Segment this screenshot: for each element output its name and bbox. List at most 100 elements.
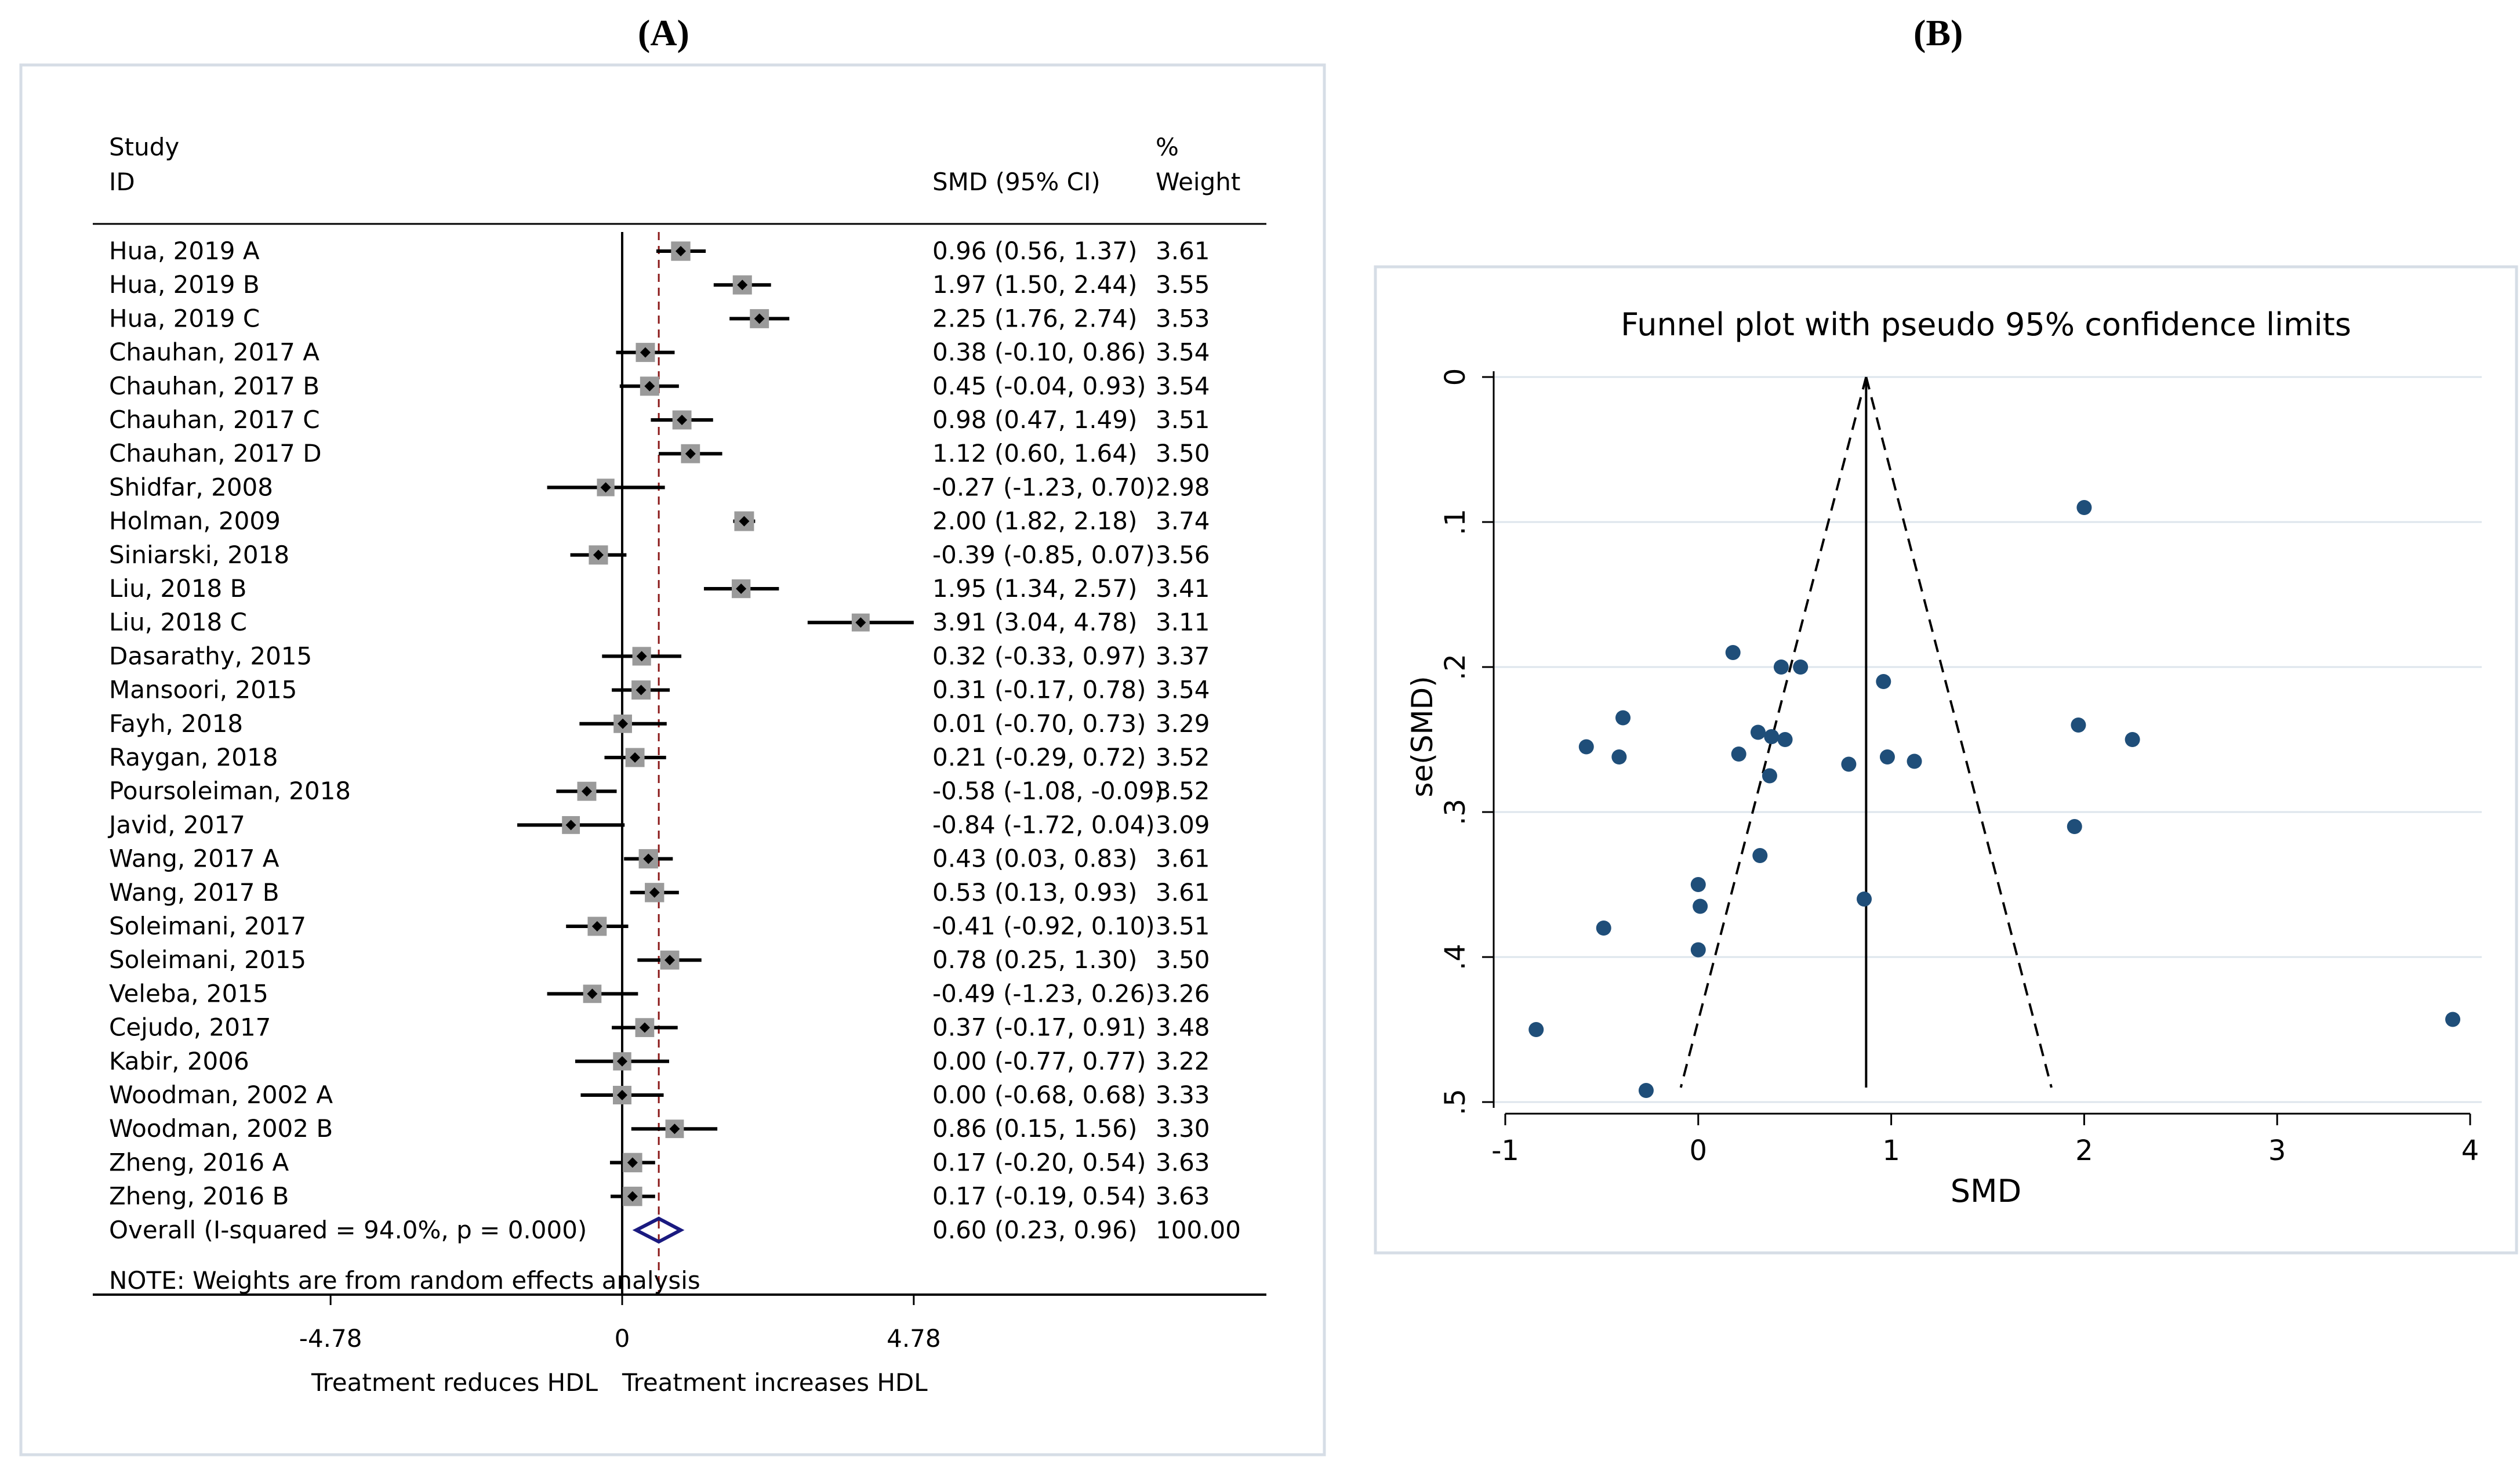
study-label: Soleimani, 2015 [109, 945, 306, 974]
study-weight: 3.55 [1156, 270, 1210, 299]
funnel-point [1615, 710, 1631, 726]
study-weight: 3.61 [1156, 878, 1210, 907]
funnel-point [2067, 819, 2082, 834]
forest-x-tick-label: 0 [615, 1324, 630, 1353]
funnel-point [1857, 892, 1872, 907]
study-point [636, 684, 647, 695]
study-weight: 3.30 [1156, 1114, 1210, 1143]
study-weight: 3.54 [1156, 338, 1210, 367]
header-id: ID [109, 168, 135, 196]
study-smd-ci: 0.17 (-0.19, 0.54) [932, 1182, 1146, 1211]
study-point [644, 381, 655, 392]
study-weight: 3.51 [1156, 912, 1210, 940]
study-point [636, 651, 647, 662]
study-smd-ci: 3.91 (3.04, 4.78) [932, 608, 1137, 636]
study-smd-ci: 0.86 (0.15, 1.56) [932, 1114, 1137, 1143]
study-point [617, 1090, 627, 1100]
study-weight: 3.61 [1156, 237, 1210, 265]
funnel-point [1693, 898, 1708, 914]
study-point [649, 887, 660, 898]
funnel-y-tick-label: .2 [1439, 654, 1472, 680]
study-weight: 3.51 [1156, 405, 1210, 434]
study-weight: 3.50 [1156, 945, 1210, 974]
study-label: Fayh, 2018 [109, 709, 243, 738]
study-smd-ci: -0.41 (-0.92, 0.10) [932, 912, 1155, 940]
study-point [600, 482, 611, 493]
funnel-x-tick-label: 4 [2461, 1135, 2479, 1167]
funnel-y-tick-label: 0 [1439, 368, 1472, 386]
study-weight: 3.56 [1156, 541, 1210, 569]
study-label: Veleba, 2015 [109, 979, 268, 1008]
funnel-point [2076, 500, 2092, 515]
panel-a-label: (A) [638, 12, 689, 53]
funnel-x-tick-label: 1 [1882, 1135, 1900, 1167]
funnel-x-tick-label: 3 [2268, 1135, 2286, 1167]
study-point [627, 1191, 638, 1202]
study-weight: 3.11 [1156, 608, 1210, 636]
study-smd-ci: 2.00 (1.82, 2.18) [932, 507, 1137, 535]
xlabel-reduces: Treatment reduces HDL [311, 1368, 598, 1397]
study-point [685, 448, 696, 459]
study-point [591, 921, 602, 932]
study-point [643, 853, 654, 864]
study-smd-ci: 0.78 (0.25, 1.30) [932, 945, 1137, 974]
study-smd-ci: 0.32 (-0.33, 0.97) [932, 642, 1146, 670]
study-weight: 3.50 [1156, 439, 1210, 468]
header-percent: % [1156, 133, 1179, 161]
study-label: Javid, 2017 [107, 810, 245, 839]
study-weight: 3.61 [1156, 845, 1210, 873]
funnel-point [1876, 674, 1891, 689]
study-label: Holman, 2009 [109, 507, 281, 535]
study-smd-ci: 0.31 (-0.17, 0.78) [932, 676, 1146, 704]
funnel-point [2445, 1012, 2461, 1027]
study-weight: 3.26 [1156, 979, 1210, 1008]
funnel-point [1731, 747, 1746, 762]
study-label: Woodman, 2002 A [109, 1081, 333, 1109]
funnel-y-tick-label: .5 [1439, 1089, 1472, 1115]
study-weight: 3.22 [1156, 1047, 1210, 1075]
funnel-y-tick-label: .1 [1439, 509, 1472, 535]
study-point [630, 752, 641, 763]
overall-label: Overall (I-squared = 94.0%, p = 0.000) [109, 1216, 587, 1244]
funnel-point [1773, 659, 1789, 675]
study-weight: 3.52 [1156, 743, 1210, 771]
funnel-point [1777, 732, 1793, 747]
study-smd-ci: -0.39 (-0.85, 0.07) [932, 541, 1155, 569]
study-smd-ci: 2.25 (1.76, 2.74) [932, 304, 1137, 332]
overall-smd-ci: 0.60 (0.23, 0.96) [932, 1216, 1137, 1244]
study-smd-ci: -0.58 (-1.08, -0.09) [932, 777, 1164, 805]
funnel-point [1750, 724, 1766, 740]
header-weight: Weight [1156, 168, 1240, 196]
funnel-point [1752, 848, 1768, 863]
study-smd-ci: 0.98 (0.47, 1.49) [932, 405, 1137, 434]
study-label: Zheng, 2016 B [109, 1182, 289, 1211]
study-weight: 3.41 [1156, 574, 1210, 603]
study-weight: 3.53 [1156, 304, 1210, 332]
funnel-xlabel: SMD [1951, 1173, 2021, 1209]
funnel-title: Funnel plot with pseudo 95% confidence l… [1621, 306, 2351, 343]
funnel-point [1638, 1083, 1654, 1098]
funnel-point [1578, 739, 1594, 755]
funnel-x-tick-label: -1 [1491, 1135, 1519, 1167]
weights-note: NOTE: Weights are from random effects an… [109, 1266, 700, 1295]
study-point [587, 988, 598, 999]
study-smd-ci: 0.37 (-0.17, 0.91) [932, 1013, 1146, 1042]
funnel-point [2125, 732, 2140, 747]
funnel-point [1907, 753, 1922, 769]
funnel-point [1690, 877, 1706, 892]
study-smd-ci: 0.38 (-0.10, 0.86) [932, 338, 1146, 367]
funnel-point [1793, 659, 1809, 675]
study-smd-ci: -0.49 (-1.23, 0.26) [932, 979, 1155, 1008]
funnel-point [1528, 1022, 1544, 1037]
forest-plot: Study ID SMD (95% CI) % Weight Hua, 2019… [19, 63, 1326, 1456]
study-weight: 3.63 [1156, 1148, 1210, 1176]
study-point [675, 246, 686, 256]
study-label: Chauhan, 2017 D [109, 439, 322, 468]
study-label: Wang, 2017 B [109, 878, 279, 907]
study-point [677, 415, 688, 425]
xlabel-increases: Treatment increases HDL [622, 1368, 928, 1397]
study-weight: 3.33 [1156, 1081, 1210, 1109]
funnel-point [1879, 749, 1895, 764]
funnel-y-tick-label: .3 [1439, 799, 1472, 825]
pseudo-ci-upper-line [1865, 376, 2053, 1088]
